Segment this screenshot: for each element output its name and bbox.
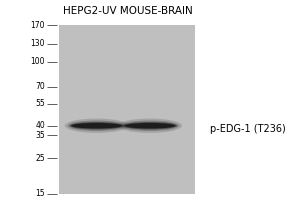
FancyBboxPatch shape: [58, 25, 195, 194]
Text: 25: 25: [35, 154, 45, 163]
Text: HEPG2-UV MOUSE-BRAIN: HEPG2-UV MOUSE-BRAIN: [63, 6, 192, 16]
Text: 15: 15: [35, 190, 45, 198]
Text: 55: 55: [35, 99, 45, 108]
Text: 35: 35: [35, 131, 45, 140]
Text: 100: 100: [31, 57, 45, 66]
Ellipse shape: [124, 123, 176, 129]
Text: 40: 40: [35, 121, 45, 130]
Text: 130: 130: [31, 39, 45, 48]
Text: 70: 70: [35, 82, 45, 91]
Ellipse shape: [71, 123, 122, 129]
Ellipse shape: [64, 119, 129, 133]
Ellipse shape: [123, 122, 177, 130]
Ellipse shape: [121, 121, 179, 131]
Text: 170: 170: [31, 21, 45, 29]
Ellipse shape: [118, 119, 182, 133]
Text: p-EDG-1 (T236): p-EDG-1 (T236): [210, 124, 286, 134]
Ellipse shape: [68, 121, 126, 131]
Ellipse shape: [70, 122, 124, 130]
